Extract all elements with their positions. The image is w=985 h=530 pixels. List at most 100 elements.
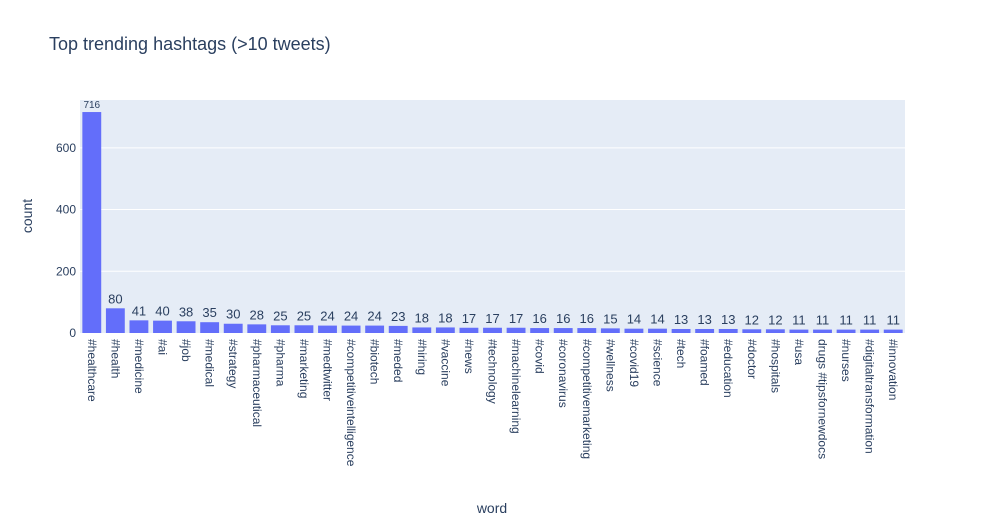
bar — [648, 328, 667, 333]
bar-value-label: 17 — [485, 311, 499, 326]
y-tick-label: 0 — [69, 326, 76, 340]
bar-value-label: 11 — [816, 313, 830, 328]
bar — [765, 329, 785, 333]
bar-value-label: 23 — [391, 309, 405, 324]
y-tick-label: 400 — [56, 203, 76, 217]
bar-value-label: 17 — [509, 311, 523, 326]
bar — [153, 320, 172, 333]
bar — [836, 329, 856, 333]
x-tick-label: #medical — [203, 339, 217, 387]
x-tick-label: #usa — [792, 339, 806, 365]
bar — [388, 325, 408, 333]
bar — [270, 325, 290, 333]
bar — [718, 328, 738, 333]
plot-area — [80, 100, 905, 333]
bar-value-label: 16 — [532, 311, 546, 326]
bar — [600, 328, 620, 333]
y-tick-label: 200 — [56, 264, 76, 278]
bar — [176, 321, 196, 333]
bar — [813, 329, 832, 333]
bar-value-label: 716 — [83, 100, 100, 111]
x-tick-label: #biotech — [368, 339, 382, 384]
bar-value-label: 35 — [202, 305, 216, 320]
bar-value-label: 24 — [344, 309, 358, 324]
bar-value-label: 11 — [839, 313, 853, 328]
bar-value-label: 25 — [273, 308, 287, 323]
x-tick-label: #innovation — [886, 339, 900, 400]
x-tick-label: #machinelearning — [509, 339, 523, 434]
x-tick-label: #vaccine — [438, 339, 452, 387]
bar — [129, 320, 149, 333]
bar — [530, 328, 550, 333]
bar — [553, 328, 573, 333]
bar-value-label: 13 — [674, 312, 688, 327]
bar-value-label: 13 — [697, 312, 711, 327]
x-tick-label: #competitivemarketing — [580, 339, 594, 459]
x-tick-label: #meded — [391, 339, 405, 382]
bar-value-label: 80 — [108, 291, 122, 306]
bar-value-label: 40 — [155, 304, 169, 319]
bar — [742, 329, 762, 333]
x-tick-label: #marketing — [297, 339, 311, 398]
bar — [435, 327, 455, 333]
x-tick-label: #wellness — [603, 339, 617, 392]
bar-value-label: 12 — [768, 312, 782, 327]
bar — [318, 325, 337, 333]
x-tick-label: #ai — [156, 339, 170, 355]
x-tick-label: #medicine — [132, 339, 146, 394]
bar-value-label: 30 — [226, 307, 240, 322]
bar — [671, 328, 691, 333]
x-tick-label: #hospitals — [768, 339, 782, 393]
bar — [624, 328, 644, 333]
x-axis-ticks: #healthcare #health #medicine #ai #job #medic… — [85, 339, 900, 467]
bar-value-label: 28 — [250, 307, 264, 322]
bar — [247, 324, 267, 333]
bar-value-label: 11 — [792, 313, 806, 328]
bar — [341, 325, 361, 333]
bar-value-label: 38 — [179, 304, 193, 319]
bar-value-label: 12 — [745, 312, 759, 327]
bar-value-label: 15 — [603, 311, 617, 326]
bars — [82, 112, 903, 333]
bar — [483, 327, 502, 333]
bar — [883, 329, 903, 333]
bar-value-label: 25 — [297, 308, 311, 323]
x-tick-label: #education — [721, 339, 735, 398]
x-tick-label: #technology — [486, 339, 500, 404]
bar-value-label: 11 — [886, 313, 900, 328]
bar-value-label: 16 — [556, 311, 570, 326]
bar-value-label: 24 — [320, 309, 334, 324]
x-tick-label: #hiring — [415, 339, 429, 375]
x-tick-label: #coronavirus — [556, 339, 570, 408]
x-tick-label: #healthcare — [85, 339, 99, 402]
bar-value-label: 18 — [415, 310, 429, 325]
x-tick-label: #competitiveintelligence — [344, 339, 358, 467]
bar-value-label: 16 — [580, 311, 594, 326]
data-labels: 716 80 41 40 38 35 30 28 25 25 24 24 24 23 18 18 17 17 17 1… — [83, 100, 900, 328]
x-tick-label: #news — [462, 339, 476, 374]
bar — [860, 329, 880, 333]
bar-value-label: 11 — [863, 313, 877, 328]
bar-value-label: 24 — [367, 309, 381, 324]
bar — [459, 327, 479, 333]
bar-value-label: 17 — [462, 311, 476, 326]
x-tick-label: #tech — [674, 339, 688, 368]
x-tick-label: #job — [179, 339, 193, 362]
bar — [200, 322, 220, 333]
y-axis-title: count — [19, 199, 35, 233]
x-tick-label: #digitaltransformation — [863, 339, 877, 454]
chart-title: Top trending hashtags (>10 tweets) — [49, 34, 331, 54]
bar — [506, 327, 526, 333]
bar — [365, 325, 385, 333]
x-tick-label: #strategy — [226, 339, 240, 388]
x-tick-label: #pharma — [273, 339, 287, 387]
y-tick-label: 600 — [56, 141, 76, 155]
bar-value-label: 41 — [132, 303, 146, 318]
x-tick-label: #covid19 — [627, 339, 641, 387]
bar — [412, 327, 432, 333]
x-tick-label: #foamed — [698, 339, 712, 386]
bar-value-label: 18 — [438, 310, 452, 325]
bar — [294, 325, 314, 333]
